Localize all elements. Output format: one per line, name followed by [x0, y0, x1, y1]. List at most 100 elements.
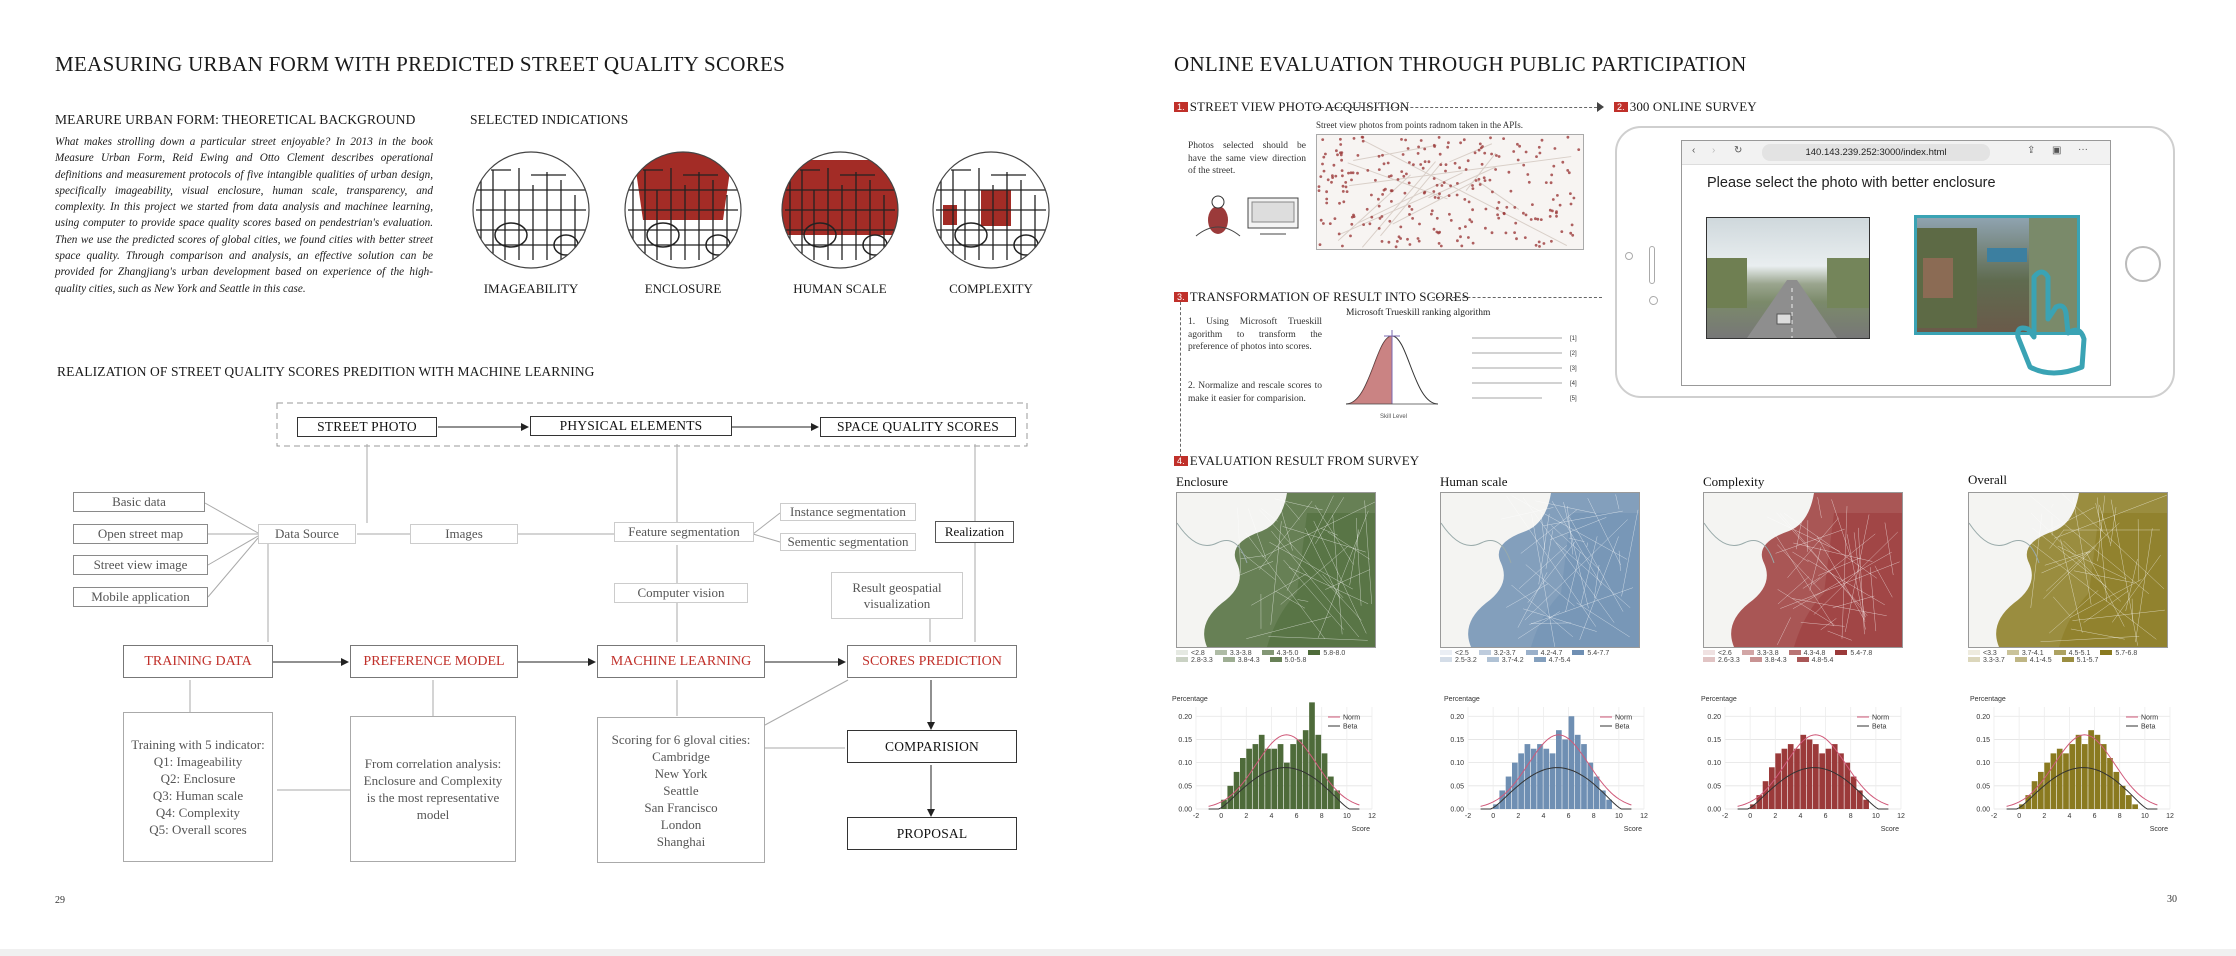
x-tick-label: 10: [2141, 813, 2149, 820]
indications-heading: SELECTED INDICATIONS: [470, 112, 629, 127]
tabs-icon[interactable]: ▣: [2052, 145, 2062, 156]
map-title: Complexity: [1703, 474, 1765, 489]
x-tick-label: 2: [1773, 813, 1777, 820]
share-icon[interactable]: ⇪: [2027, 145, 2036, 156]
legend-swatch: [1176, 650, 1188, 655]
reload-icon[interactable]: ↻: [1734, 145, 1743, 156]
result-geospatial-line-2: visualization: [863, 595, 931, 611]
semantic-segmentation-box: Sementic segmentation: [780, 533, 916, 551]
y-tick-label: 0.00: [1707, 807, 1721, 814]
histogram-bar: [1302, 730, 1309, 809]
more-icon[interactable]: ···: [2078, 144, 2088, 155]
step1-arrow-icon: [1597, 102, 1604, 112]
histogram-bar: [1296, 739, 1303, 809]
x-tick-label: 0: [2017, 813, 2021, 820]
histogram-bar: [1284, 762, 1290, 809]
histogram-bar: [1277, 744, 1284, 809]
legend-swatch: [2006, 650, 2019, 655]
forward-icon[interactable]: ›: [1712, 145, 1716, 156]
histogram-bar: [1587, 762, 1594, 809]
x-tick-label: 2: [1516, 813, 1520, 820]
source-basic-data: Basic data: [73, 492, 205, 512]
x-tick-label: 6: [1295, 813, 1299, 820]
equation-number: [4]: [1570, 381, 1577, 387]
phone-home-button: [2125, 246, 2161, 282]
legend-item: 5.4-7.8: [1835, 650, 1872, 657]
step4-heading-text: EVALUATION RESULT FROM SURVEY: [1189, 453, 1420, 468]
histogram-bar: [2126, 795, 2132, 809]
score-map: [1968, 492, 2168, 648]
indication-sketch-human-scale: [781, 151, 899, 269]
histogram-bar: [1334, 790, 1340, 809]
x-axis-label: Score: [1881, 826, 1899, 833]
phone-camera-icon: [1625, 252, 1633, 260]
y-tick-label: 0.20: [1707, 714, 1721, 721]
x-tick-label: 2: [2042, 813, 2046, 820]
histogram-bar: [2025, 795, 2032, 809]
street-photo-left-sketch: [1707, 258, 1869, 338]
histogram-bar: [1844, 762, 1851, 809]
realization-box: Realization: [935, 521, 1014, 543]
histogram-bar: [1271, 748, 1278, 809]
legend-swatch: [1788, 650, 1801, 655]
left-page-title: MEASURING URBAN FORM WITH PREDICTED STRE…: [55, 52, 786, 76]
survey-photo-left[interactable]: [1706, 217, 1870, 339]
legend-item: <2.5: [1440, 650, 1469, 657]
legend-swatch: [1440, 650, 1452, 655]
step1-caption: Street view photos from points radnom ta…: [1316, 120, 1523, 130]
training-line: Q5: Overall scores: [149, 822, 247, 837]
legend-item: 5.0-5.8: [1269, 657, 1306, 664]
histogram-bar: [2038, 771, 2044, 809]
legend-item: 4.8-5.4: [1796, 657, 1833, 664]
back-icon[interactable]: ‹: [1692, 145, 1696, 156]
histogram-bar: [1825, 748, 1832, 809]
street-view-point-map: [1316, 134, 1584, 250]
histogram: 0.20 0.15 0.10 0.05 0.00 -2 0 2 4 6 8 10 12 Percentag…: [1168, 693, 1380, 838]
histogram-bar: [1537, 744, 1543, 809]
skill-level-label: Skill Level: [1380, 414, 1408, 420]
indication-complexity: COMPLEXITY: [931, 150, 1051, 296]
legend-swatch: [1308, 650, 1321, 655]
comparision-box: COMPARISION: [847, 730, 1017, 763]
histogram-bar: [1600, 790, 1606, 809]
legend-beta-label: Beta: [1615, 724, 1630, 731]
legend-swatch: [1741, 650, 1754, 655]
legend-swatch: [1533, 657, 1546, 662]
phone-screen: ‹ › ↻ 140.143.239.252:3000/index.html ⇪ …: [1681, 140, 2111, 386]
legend-swatch: [1222, 657, 1235, 662]
x-tick-label: -2: [1991, 813, 1997, 820]
histogram: 0.20 0.15 0.10 0.05 0.00 -2 0 2 4 6 8 10 12 Percentag…: [1966, 693, 2178, 838]
histogram-plot: 0.20 0.15 0.10 0.05 0.00-2 0 2 4 6 8 10 12 Percentag…: [1172, 696, 1376, 833]
legend-swatch: [2061, 657, 2074, 662]
proposal-box: PROPOSAL: [847, 817, 1017, 850]
x-tick-label: 4: [2067, 813, 2071, 820]
legend-swatch: [1835, 650, 1848, 655]
training-line: Training with 5 indicator:: [131, 737, 265, 752]
indication-enclosure: ENCLOSURE: [623, 150, 743, 296]
histogram-bar: [2094, 734, 2101, 809]
correlation-line: From correlation analysis:: [364, 756, 502, 771]
legend-swatch: [1440, 657, 1452, 662]
phone-sensor-icon: [1649, 296, 1658, 305]
y-tick-label: 0.05: [1976, 783, 1990, 790]
x-tick-label: 8: [1592, 813, 1596, 820]
x-axis-label: Score: [1352, 826, 1370, 833]
step2-heading-text: 300 ONLINE SURVEY: [1629, 99, 1757, 114]
legend-swatch: [1261, 650, 1274, 655]
y-axis-label: Percentage: [1172, 696, 1208, 703]
algorithm-title: Microsoft Trueskill ranking algorithm: [1346, 308, 1491, 318]
y-tick-label: 0.10: [1707, 760, 1721, 767]
histogram-bar: [1863, 799, 1869, 809]
y-tick-label: 0.15: [1707, 737, 1721, 744]
histogram-bar: [2132, 804, 2138, 809]
step1-heading: 1. STREET VIEW PHOTO ACQUISITION: [1174, 99, 1409, 115]
histogram-bar: [2063, 753, 2069, 809]
address-bar[interactable]: 140.143.239.252:3000/index.html: [1762, 144, 1990, 161]
legend-swatch: [1703, 657, 1715, 662]
tapping-hand-icon: [2015, 269, 2087, 376]
beta-curve: [1737, 767, 1889, 810]
equation-number: [1]: [1570, 336, 1577, 342]
legend-swatch: [1572, 650, 1585, 655]
y-tick-label: 0.00: [1178, 807, 1192, 814]
histogram-bar: [1556, 730, 1562, 809]
